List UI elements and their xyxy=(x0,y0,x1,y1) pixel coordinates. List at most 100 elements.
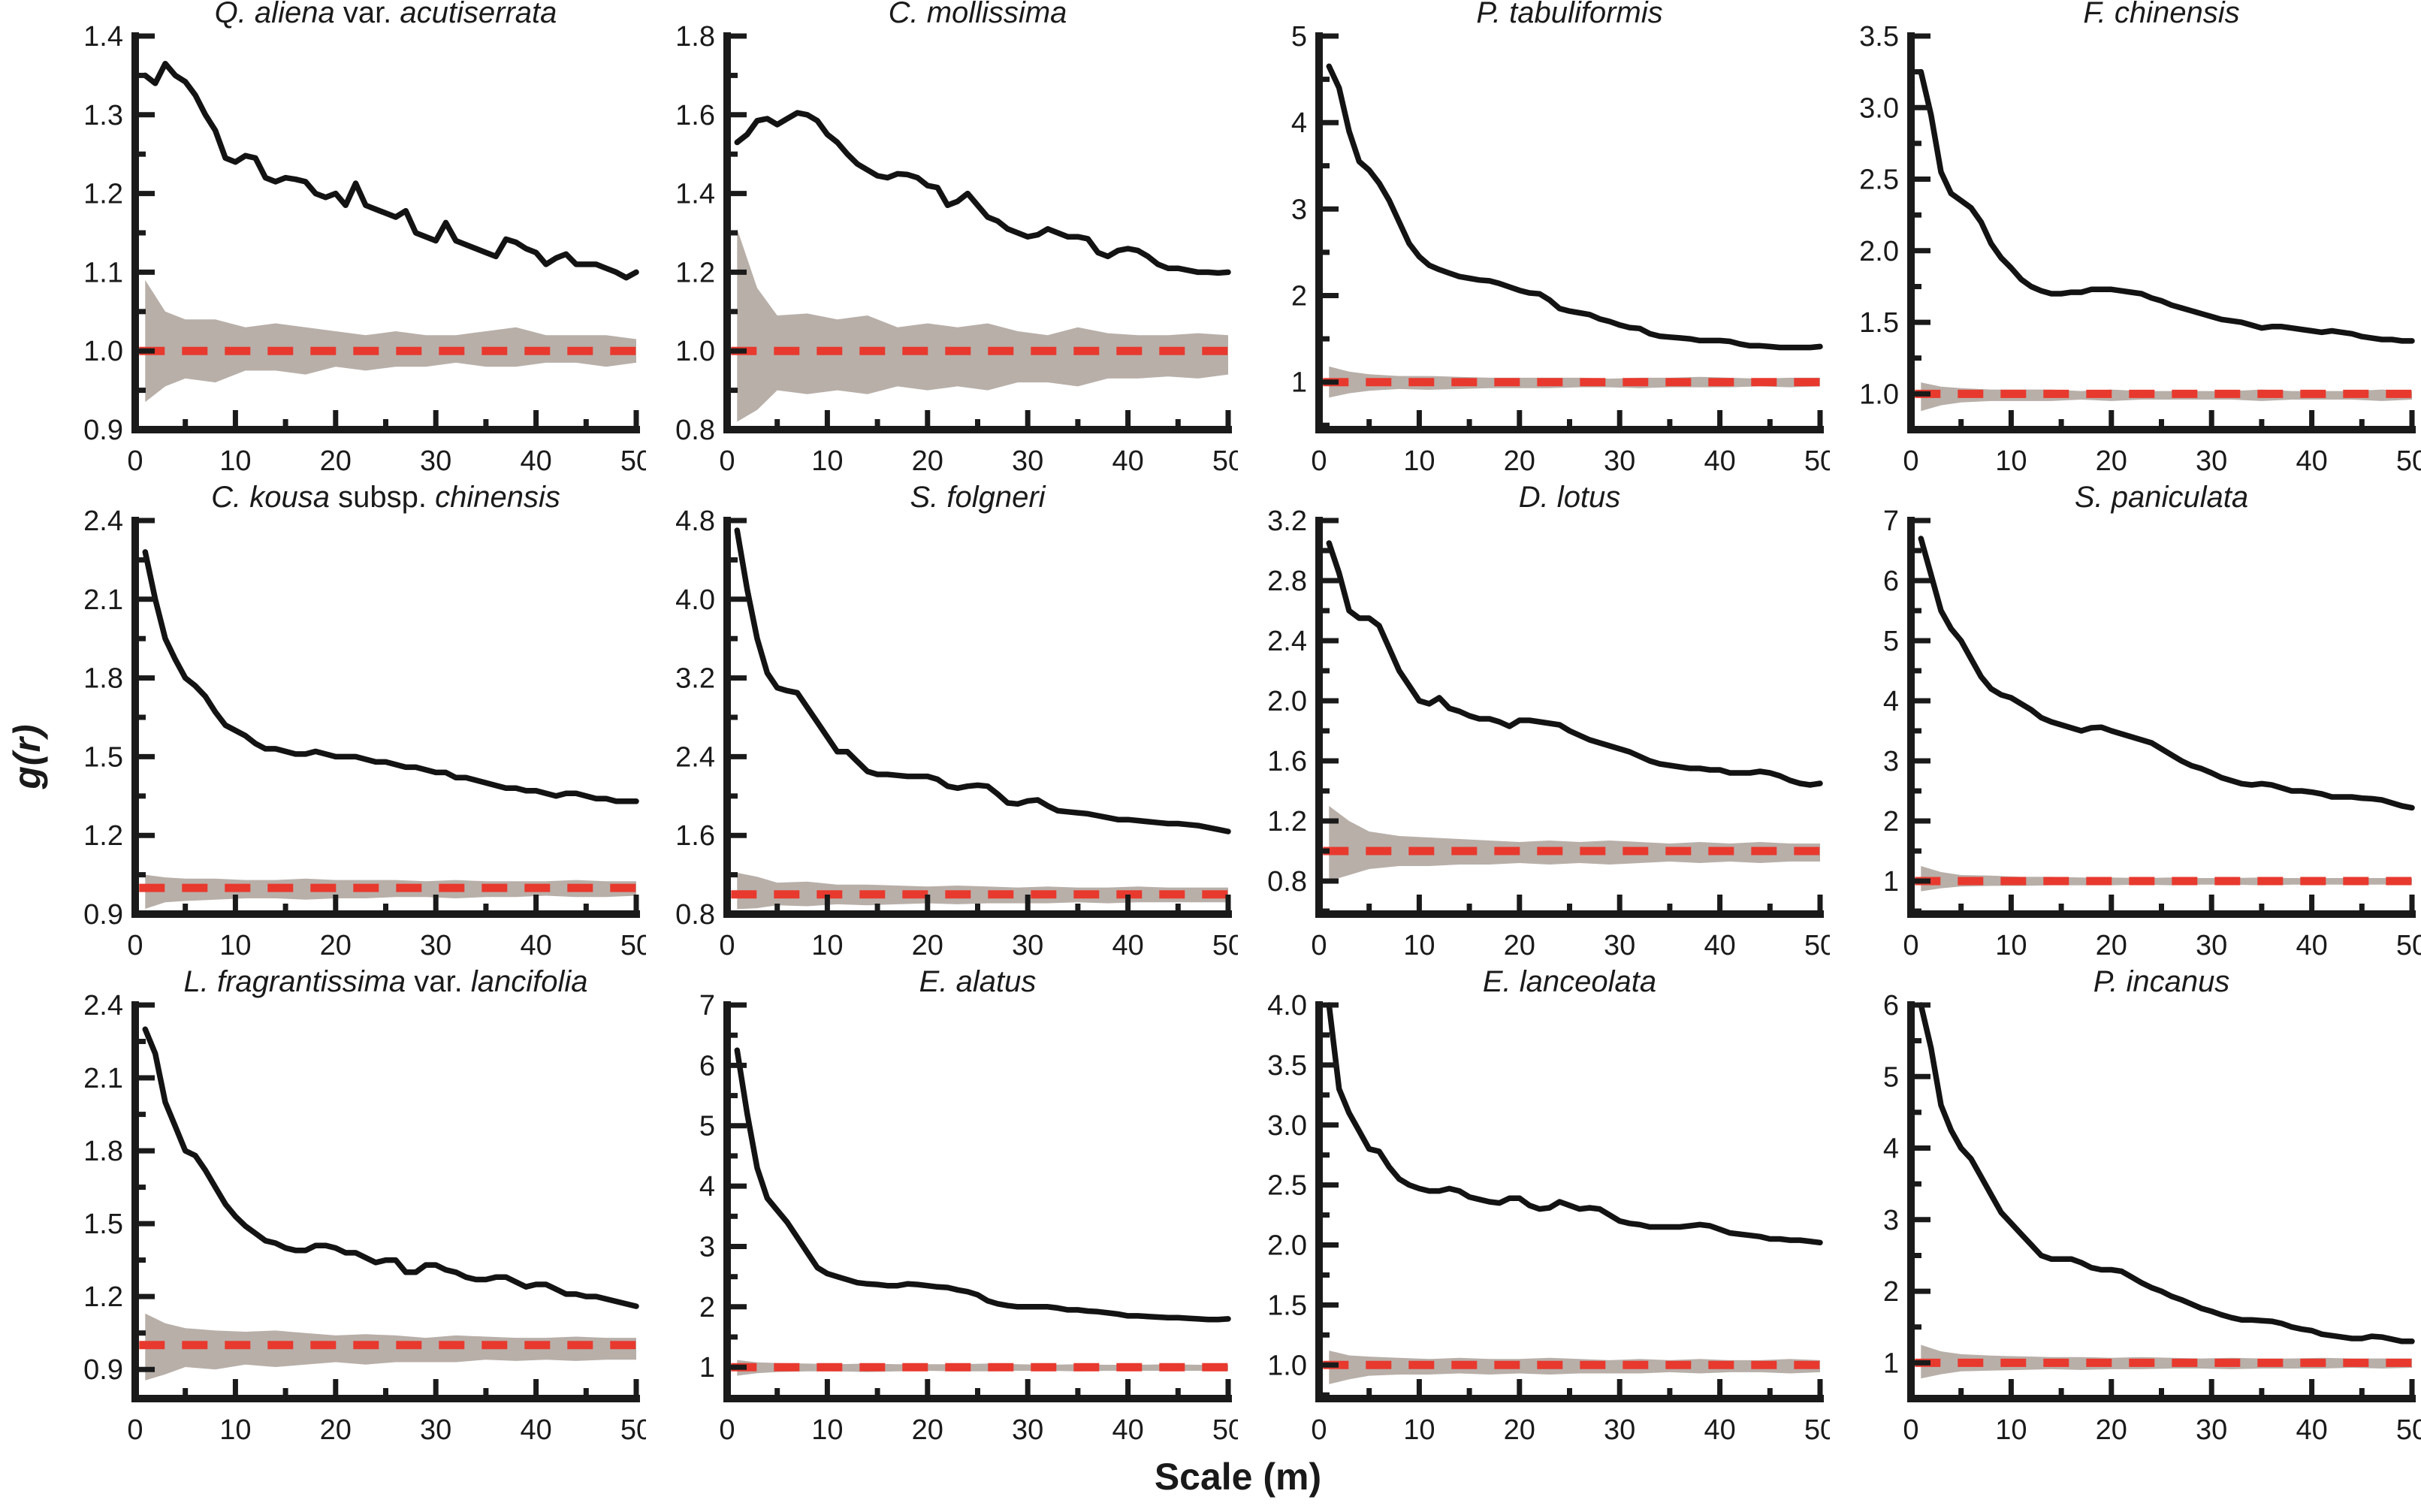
y-tick-labels: 0.9 1.0 1.1 1.2 1.3 1.4 xyxy=(83,21,123,446)
y-tick-labels: 0.8 1.0 1.2 1.4 1.6 1.8 xyxy=(675,21,715,446)
y-tick-label: 2.4 xyxy=(1267,626,1307,657)
axis-spines xyxy=(1907,1001,2416,1402)
axis-spines xyxy=(1315,1001,1824,1402)
x-tick-label: 50 xyxy=(1212,1414,1238,1446)
x-tick-label: 20 xyxy=(912,445,943,477)
y-tick-label: 4 xyxy=(1291,107,1307,139)
confidence-envelope xyxy=(145,1313,637,1381)
y-tick-label: 4.8 xyxy=(675,506,715,537)
y-tick-label: 2.1 xyxy=(83,584,123,616)
y-tick-label: 1.2 xyxy=(675,257,715,288)
y-tick-labels: 1 2 3 4 5 6 7 xyxy=(1883,506,1899,898)
y-tick-label: 2 xyxy=(1883,806,1899,837)
plot-canvas: 0.9 1.2 1.5 1.8 2.1 2.4 0 10 20 30 40 50 L. fragra… xyxy=(83,969,646,1446)
y-tick-label: 3 xyxy=(1883,1205,1899,1236)
subplot-10: 1 2 3 4 5 6 7 0 10 20 30 40 50 E. alatus xyxy=(646,969,1238,1453)
x-tick-label: 30 xyxy=(1604,1414,1635,1446)
x-tick-label: 30 xyxy=(420,445,451,477)
x-tick-label: 20 xyxy=(320,445,352,477)
figure-main: 0.9 1.0 1.1 1.2 1.3 1.4 0 10 20 30 40 50 Q. aliena… xyxy=(54,0,2421,1512)
plot-canvas: 0.9 1.2 1.5 1.8 2.1 2.4 0 10 20 30 40 50 C. kousa … xyxy=(83,484,646,961)
y-tick-label: 1.0 xyxy=(1859,379,1899,410)
y-tick-label: 3.0 xyxy=(1267,1110,1307,1142)
y-tick-label: 0.9 xyxy=(83,415,123,446)
subplot-title: E. lanceolata xyxy=(1483,969,1656,998)
x-tick-label: 20 xyxy=(2096,445,2127,477)
x-tick-label: 30 xyxy=(1012,930,1043,961)
x-tick-label: 50 xyxy=(2396,930,2421,961)
axis-spines xyxy=(1315,32,1824,433)
y-tick-label: 3.2 xyxy=(1267,506,1307,537)
subplot-title: P. incanus xyxy=(2093,969,2230,998)
y-tick-label: 1.6 xyxy=(1267,746,1307,777)
x-tick-labels: 0 10 20 30 40 50 xyxy=(1311,445,1830,477)
x-tick-label: 0 xyxy=(127,930,143,961)
observed-line xyxy=(1918,68,2415,344)
y-tick-label: 2.1 xyxy=(83,1063,123,1094)
y-tick-label: 2.4 xyxy=(83,990,123,1022)
y-tick-label: 1.0 xyxy=(1267,1350,1307,1381)
x-tick-label: 20 xyxy=(2096,930,2127,961)
plot-canvas: 1 2 3 4 5 6 7 0 10 20 30 40 50 E. alatus xyxy=(699,969,1238,1446)
confidence-envelope xyxy=(1329,806,1820,881)
x-tick-label: 0 xyxy=(1311,930,1327,961)
subplot-title: L. fragrantissima var. lancifolia xyxy=(183,969,587,998)
y-tick-label: 1.3 xyxy=(83,100,123,131)
x-tick-label: 50 xyxy=(2396,1414,2421,1446)
confidence-envelope xyxy=(1329,1351,1820,1384)
x-tick-label: 10 xyxy=(219,1414,251,1446)
subplot-title: C. kousa subsp. chinensis xyxy=(211,484,560,514)
y-tick-label: 7 xyxy=(1883,506,1899,537)
x-tick-label: 0 xyxy=(1903,445,1918,477)
subplot-title: E. alatus xyxy=(919,969,1037,998)
x-tick-label: 30 xyxy=(2196,930,2227,961)
y-tick-label: 1.8 xyxy=(83,1136,123,1167)
y-tick-label: 2.5 xyxy=(1859,164,1899,196)
subplot-title: S. folgneri xyxy=(910,484,1046,514)
x-axis-label: Scale (m) xyxy=(1154,1456,1322,1498)
x-tick-label: 0 xyxy=(719,445,735,477)
y-tick-label: 0.9 xyxy=(83,1354,123,1386)
x-tick-label: 30 xyxy=(1012,1414,1043,1446)
y-tick-label: 1 xyxy=(699,1352,715,1384)
x-tick-label: 0 xyxy=(719,1414,735,1446)
y-axis-label-strip: g(r) xyxy=(0,0,54,1512)
x-tick-label: 10 xyxy=(811,445,843,477)
y-tick-label: 5 xyxy=(699,1111,715,1142)
x-tick-label: 10 xyxy=(1995,445,2027,477)
confidence-envelope xyxy=(1921,866,2412,892)
x-tick-label: 30 xyxy=(2196,445,2227,477)
x-tick-label: 10 xyxy=(811,930,843,961)
x-tick-label: 50 xyxy=(1804,930,1830,961)
subplot-title: C. mollissima xyxy=(889,0,1067,29)
x-tick-labels: 0 10 20 30 40 50 xyxy=(127,930,646,961)
x-tick-label: 50 xyxy=(1804,445,1830,477)
x-tick-label: 10 xyxy=(1995,1414,2027,1446)
x-tick-label: 20 xyxy=(912,930,943,961)
y-tick-label: 1.4 xyxy=(83,21,123,53)
y-tick-label: 2 xyxy=(1291,281,1307,312)
y-tick-label: 3.2 xyxy=(675,663,715,695)
x-tick-label: 50 xyxy=(1212,445,1238,477)
plot-canvas: 0.9 1.0 1.1 1.2 1.3 1.4 0 10 20 30 40 50 Q. aliena… xyxy=(83,0,646,477)
y-tick-label: 3.5 xyxy=(1859,21,1899,53)
x-tick-label: 10 xyxy=(1403,1414,1435,1446)
y-tick-label: 0.9 xyxy=(83,899,123,931)
x-tick-label: 50 xyxy=(620,445,646,477)
y-tick-label: 1.8 xyxy=(675,21,715,53)
x-tick-label: 0 xyxy=(1903,1414,1918,1446)
y-tick-label: 4 xyxy=(1883,686,1899,717)
x-tick-label: 40 xyxy=(1112,1414,1143,1446)
subplot-7: 0.8 1.2 1.6 2.0 2.4 2.8 3.2 0 10 20 30 40 50 D. lot… xyxy=(1238,484,1830,969)
y-tick-label: 3 xyxy=(699,1232,715,1263)
confidence-envelope xyxy=(737,1360,1228,1376)
y-tick-label: 1.5 xyxy=(83,741,123,773)
y-tick-label: 1.2 xyxy=(83,1281,123,1313)
axis-ticks xyxy=(727,518,1231,917)
y-tick-labels: 1 2 3 4 5 xyxy=(1291,21,1307,399)
x-tick-label: 0 xyxy=(1903,930,1918,961)
x-tick-label: 50 xyxy=(2396,445,2421,477)
x-tick-label: 0 xyxy=(1311,445,1327,477)
axis-ticks xyxy=(1319,1002,1823,1399)
